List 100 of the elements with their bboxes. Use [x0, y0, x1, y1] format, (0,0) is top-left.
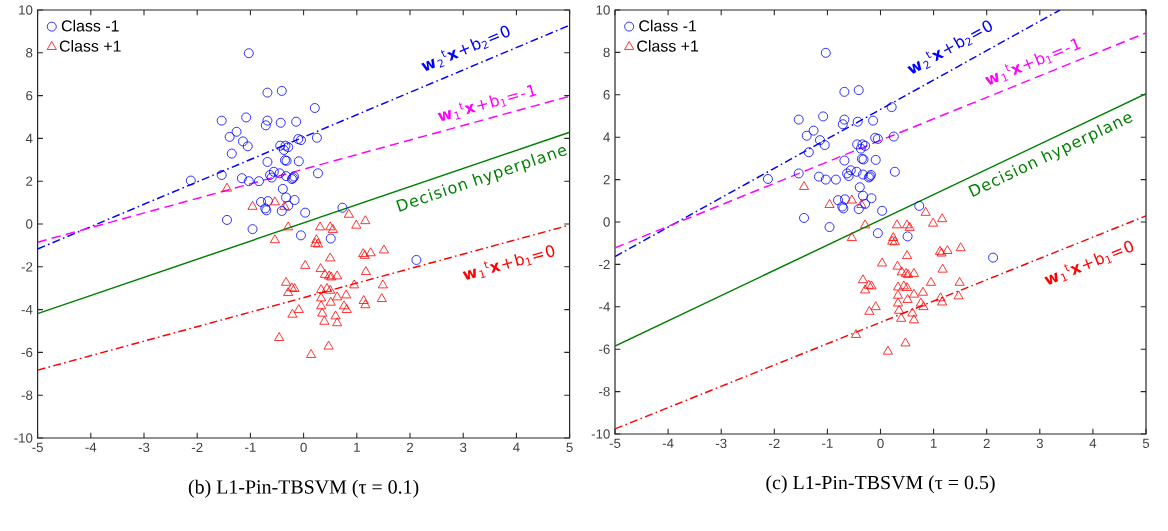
x-tick-label: -2	[768, 438, 780, 448]
point	[254, 176, 264, 187]
point	[276, 85, 287, 96]
point	[293, 304, 304, 313]
point	[898, 280, 909, 290]
point	[852, 139, 863, 150]
point	[332, 317, 343, 327]
point	[860, 284, 871, 294]
point	[247, 224, 258, 235]
point	[316, 300, 327, 310]
point	[281, 171, 291, 181]
x-tick-label: -4	[662, 438, 674, 448]
point	[824, 199, 835, 208]
y-tick-label: 6	[603, 90, 610, 100]
x-tick-label: -5	[32, 442, 43, 452]
point	[283, 221, 294, 231]
point	[277, 183, 288, 194]
y-tick-label: -4	[599, 302, 610, 312]
point	[287, 308, 298, 318]
point	[833, 195, 843, 206]
point	[185, 175, 196, 186]
x-tick-label: 0	[877, 438, 884, 449]
point	[323, 340, 334, 350]
y-tick-label: -8	[599, 386, 610, 397]
point	[815, 135, 825, 146]
point	[351, 219, 362, 229]
y-tick-label: -4	[21, 305, 33, 315]
point	[820, 47, 831, 58]
point	[276, 206, 287, 216]
point	[283, 287, 294, 296]
point	[925, 276, 936, 286]
point	[224, 131, 235, 142]
x-tick-label: 4	[1089, 438, 1097, 448]
point	[269, 234, 280, 244]
point	[856, 199, 867, 208]
point	[852, 116, 863, 127]
point	[853, 204, 864, 214]
point	[317, 307, 328, 317]
text: (c) L1-Pin-TBSVM (τ = 0.5)	[766, 475, 995, 494]
point	[858, 190, 868, 201]
point	[226, 148, 237, 159]
point	[378, 244, 389, 254]
point	[325, 233, 336, 244]
point	[896, 312, 907, 322]
point	[243, 176, 254, 187]
point	[275, 117, 286, 128]
point	[803, 147, 814, 158]
point	[846, 194, 857, 204]
point	[262, 87, 273, 98]
annotation: w$_{1}$$^{t}$x+b$_{1}$=0	[462, 245, 555, 280]
point	[247, 200, 258, 210]
legend-label: Class +1	[59, 40, 121, 52]
point	[903, 269, 914, 278]
point	[845, 165, 856, 176]
point	[839, 86, 850, 97]
point	[291, 116, 302, 127]
point	[914, 200, 925, 211]
point	[268, 166, 279, 177]
point	[349, 279, 360, 289]
point	[918, 301, 929, 311]
y-tick-label: -2	[21, 262, 33, 272]
point	[819, 140, 830, 150]
point	[860, 219, 871, 229]
point	[315, 221, 326, 231]
point	[853, 85, 864, 96]
y-tick-label: 0	[26, 219, 33, 229]
y-tick-label: 8	[26, 48, 33, 58]
y-tick-label: 0	[603, 217, 610, 227]
point	[907, 307, 918, 317]
point	[300, 260, 311, 269]
annotation: w$_{1}$$^{t}$x+b$_{1}$=-1	[437, 84, 537, 122]
point	[900, 337, 911, 347]
point	[801, 130, 812, 141]
point	[935, 292, 946, 302]
point	[917, 286, 928, 296]
point	[988, 252, 998, 263]
point	[332, 291, 343, 301]
point	[894, 304, 905, 314]
point	[216, 170, 227, 180]
point	[937, 263, 948, 273]
x-tick-label: 4	[513, 442, 520, 452]
point	[763, 174, 773, 184]
point	[231, 126, 242, 137]
y-tick-label: 6	[26, 90, 33, 101]
point	[222, 215, 232, 225]
point	[900, 268, 911, 277]
x-tick-label: -5	[609, 438, 621, 448]
point	[888, 232, 899, 241]
point	[242, 141, 253, 152]
y-tick-label: -6	[21, 347, 33, 358]
point	[908, 268, 919, 277]
point	[793, 114, 804, 125]
x-tick-label: -1	[245, 442, 256, 452]
point	[262, 157, 273, 167]
point	[339, 300, 350, 310]
x-tick-label: 3	[1036, 438, 1043, 449]
point	[953, 290, 964, 300]
point	[820, 174, 831, 185]
point	[341, 304, 352, 313]
point	[793, 168, 804, 179]
